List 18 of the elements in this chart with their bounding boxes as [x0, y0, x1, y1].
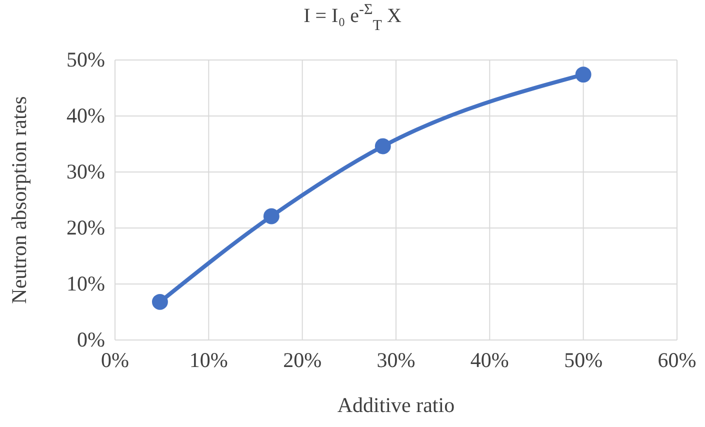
x-tick-label: 30% — [376, 348, 416, 372]
chart-title: I = I₀ e$^{-Σ}$$_{T}$ X — [304, 2, 402, 34]
point — [575, 66, 592, 83]
point — [152, 294, 168, 310]
x-tick-label: 10% — [189, 348, 228, 372]
y-tick-label: 20% — [66, 216, 105, 240]
y-tick-label: 30% — [66, 160, 105, 184]
x-tick-label: 50% — [564, 348, 603, 372]
x-tick-label: 40% — [470, 348, 509, 372]
x-tick-label: 20% — [283, 348, 322, 372]
point — [263, 208, 280, 224]
y-axis-title: Neutron absorption rates — [7, 96, 31, 304]
y-tick-label: 40% — [66, 104, 105, 128]
y-tick-label: 10% — [66, 272, 105, 296]
point — [374, 138, 391, 154]
x-axis-title: Additive ratio — [337, 393, 455, 417]
y-tick-label: 50% — [66, 48, 105, 72]
x-tick-label: 60% — [658, 348, 696, 372]
